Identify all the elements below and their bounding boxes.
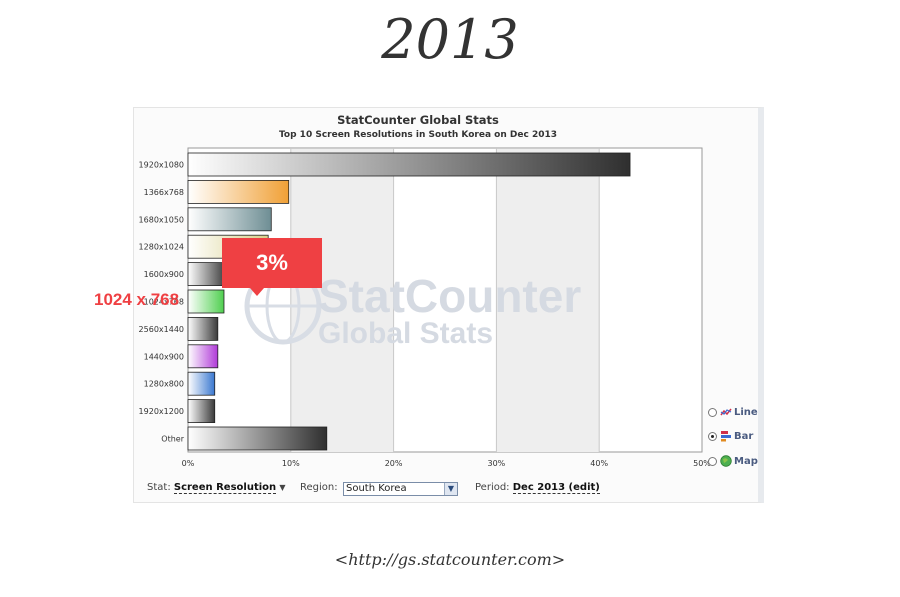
watermark-statcounter: StatCounter: [318, 270, 581, 322]
view-line-radio[interactable]: [708, 407, 717, 417]
view-bar-label: Bar: [734, 430, 754, 442]
region-label: Region:: [300, 482, 338, 493]
grid-band: [290, 149, 394, 452]
region-value: South Korea: [346, 483, 407, 494]
view-map-option[interactable]: Map: [708, 455, 758, 467]
view-line-option[interactable]: Line: [708, 406, 758, 418]
y-tick-label: 1920x1200: [139, 407, 184, 416]
y-tick-label: 1680x1050: [139, 215, 184, 224]
y-tick-label: 1920x1080: [139, 161, 184, 170]
callout-pointer: [250, 288, 264, 296]
stat-control[interactable]: Stat: Screen Resolution ▼: [147, 482, 286, 494]
region-dropdown-icon[interactable]: ▼: [444, 483, 457, 495]
bar-1600x900[interactable]: [187, 262, 224, 287]
y-tick-label: 1440x900: [144, 352, 184, 361]
source-url: <http://gs.statcounter.com>: [334, 550, 566, 569]
period-edit-link[interactable]: Dec 2013 (edit): [512, 482, 600, 494]
y-tick-label: 1280x1024: [139, 243, 184, 252]
stat-label: Stat:: [147, 482, 171, 493]
view-line-label: Line: [734, 406, 758, 418]
view-bar-option[interactable]: Bar: [708, 430, 753, 442]
x-tick-label: 40%: [590, 459, 608, 468]
highlight-callout: 3%: [222, 238, 322, 288]
bar-1920x1080[interactable]: [187, 152, 631, 177]
y-tick-label: Other: [161, 435, 184, 444]
x-tick-label: 10%: [282, 459, 300, 468]
bar-1680x1050[interactable]: [187, 207, 272, 232]
grid-band: [496, 149, 600, 452]
watermark-global-stats: Global Stats: [318, 317, 493, 350]
x-tick-label: 30%: [488, 459, 506, 468]
period-control: Period: Dec 2013 (edit): [475, 482, 600, 494]
stat-dropdown-icon[interactable]: ▼: [279, 483, 286, 492]
stat-value[interactable]: Screen Resolution: [173, 482, 277, 494]
bar-1280x800[interactable]: [187, 371, 216, 396]
bar-2560x1440[interactable]: [187, 316, 219, 341]
x-tick-label: 0%: [182, 459, 195, 468]
line-chart-icon: [720, 408, 732, 416]
x-tick-label: 20%: [385, 459, 403, 468]
period-label: Period:: [475, 482, 510, 493]
y-tick-label: 2560x1440: [139, 325, 184, 334]
highlight-label: 1024 x 768: [94, 290, 180, 309]
globe-icon: [720, 455, 732, 467]
region-select[interactable]: South Korea ▼: [343, 482, 458, 496]
bar-1920x1200[interactable]: [187, 399, 216, 424]
chart-title: StatCounter Global Stats: [337, 113, 499, 127]
bar-other[interactable]: [187, 426, 328, 451]
y-tick-label: 1280x800: [144, 380, 184, 389]
view-map-radio[interactable]: [708, 456, 717, 466]
y-tick-label: 1366x768: [144, 188, 184, 197]
bar-1366x768[interactable]: [187, 179, 290, 204]
y-tick-label: 1600x900: [144, 270, 184, 279]
bar-1024x768[interactable]: [187, 289, 225, 314]
view-bar-radio[interactable]: [708, 431, 717, 441]
bar-1440x900[interactable]: [187, 344, 219, 369]
x-tick-label: 50%: [693, 459, 711, 468]
view-map-label: Map: [734, 455, 758, 467]
bar-chart-icon: [721, 431, 731, 442]
y-tick-label: 1024x768: [144, 298, 184, 307]
chart-subtitle: Top 10 Screen Resolutions in South Korea…: [279, 130, 557, 140]
year-heading: 2013: [381, 8, 519, 71]
